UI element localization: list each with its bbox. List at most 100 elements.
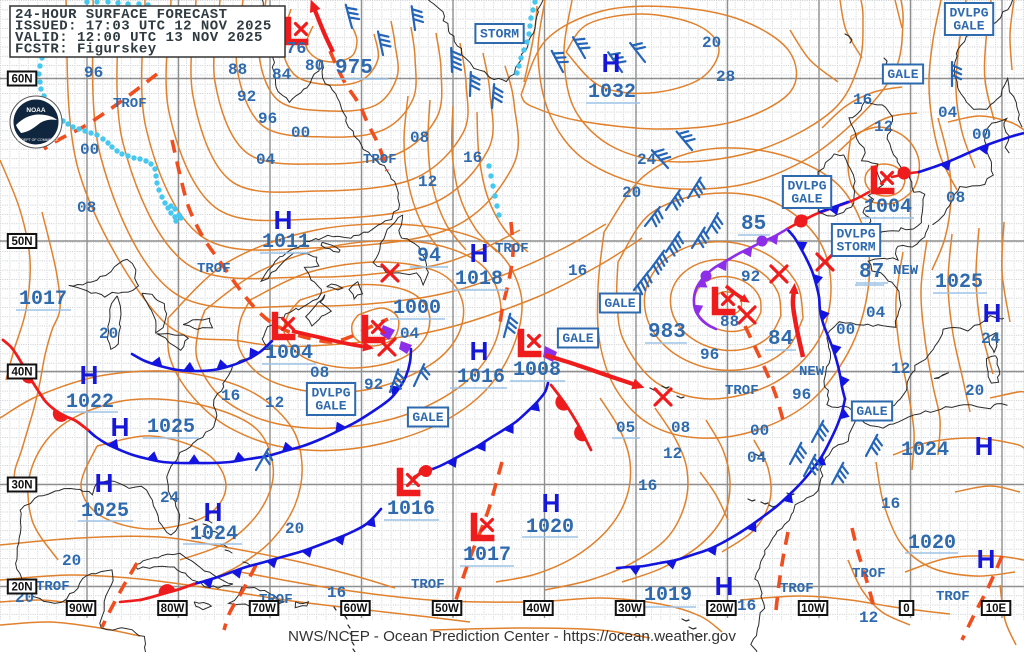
svg-text:1008: 1008 <box>513 359 561 382</box>
svg-text:H: H <box>470 238 489 268</box>
svg-text:30W: 30W <box>618 603 642 615</box>
svg-text:TROF: TROF <box>780 581 814 597</box>
svg-text:GALE: GALE <box>315 399 346 414</box>
svg-text:85: 85 <box>741 213 766 236</box>
svg-text:00: 00 <box>750 422 769 440</box>
svg-text:10E: 10E <box>986 603 1007 615</box>
svg-text:20: 20 <box>702 34 721 52</box>
svg-text:STORM: STORM <box>836 240 875 255</box>
svg-text:1024: 1024 <box>190 523 238 546</box>
svg-text:00: 00 <box>291 124 310 142</box>
svg-text:20: 20 <box>285 520 304 538</box>
svg-text:NWS/NCEP - Ocean Prediction Ce: NWS/NCEP - Ocean Prediction Center - htt… <box>288 628 736 645</box>
svg-text:DVLPG: DVLPG <box>787 179 826 194</box>
svg-text:H: H <box>111 412 130 442</box>
svg-text:96: 96 <box>792 386 811 404</box>
svg-text:05: 05 <box>616 419 635 437</box>
svg-text:92: 92 <box>237 88 256 106</box>
svg-text:12: 12 <box>891 360 910 378</box>
svg-text:TROF: TROF <box>363 152 397 168</box>
svg-text:GALE: GALE <box>604 296 635 311</box>
svg-text:60W: 60W <box>344 603 368 615</box>
svg-text:04: 04 <box>256 151 276 169</box>
svg-text:96: 96 <box>700 346 719 364</box>
svg-text:1017: 1017 <box>19 288 67 311</box>
svg-text:1016: 1016 <box>457 366 505 389</box>
svg-text:96: 96 <box>84 64 103 82</box>
svg-text:H: H <box>975 431 994 461</box>
svg-text:50W: 50W <box>435 603 459 615</box>
svg-text:92: 92 <box>364 376 383 394</box>
svg-text:TROF: TROF <box>197 261 231 277</box>
svg-text:16: 16 <box>327 584 346 602</box>
svg-text:H: H <box>95 468 114 498</box>
svg-text:NEW: NEW <box>893 263 919 279</box>
svg-text:08: 08 <box>671 419 690 437</box>
svg-text:24: 24 <box>981 330 1001 348</box>
svg-text:1004: 1004 <box>864 196 912 219</box>
svg-text:1016: 1016 <box>387 498 435 521</box>
svg-text:DVLPG: DVLPG <box>311 386 350 401</box>
svg-text:16: 16 <box>853 91 872 109</box>
svg-text:20: 20 <box>622 184 641 202</box>
svg-text:TROF: TROF <box>936 589 970 605</box>
svg-text:80: 80 <box>305 57 324 75</box>
svg-text:00: 00 <box>836 321 855 339</box>
svg-text:1000: 1000 <box>393 297 441 320</box>
svg-text:H: H <box>715 571 734 601</box>
svg-text:20: 20 <box>965 382 984 400</box>
svg-text:GALE: GALE <box>953 19 984 34</box>
svg-text:1019: 1019 <box>644 584 692 607</box>
svg-text:TROF: TROF <box>36 579 70 595</box>
svg-text:GALE: GALE <box>562 331 593 346</box>
svg-text:16: 16 <box>881 495 900 513</box>
svg-text:24: 24 <box>160 489 180 507</box>
svg-text:H: H <box>542 488 561 518</box>
svg-text:04: 04 <box>400 325 420 343</box>
svg-text:16: 16 <box>568 262 587 280</box>
svg-text:975: 975 <box>335 57 373 80</box>
svg-text:50N: 50N <box>11 236 32 248</box>
svg-text:ISSUED: 17:03 UTC 12 NOV 2025: ISSUED: 17:03 UTC 12 NOV 2025 <box>15 19 272 35</box>
svg-text:16: 16 <box>737 597 756 615</box>
svg-text:16: 16 <box>463 149 482 167</box>
svg-text:1032: 1032 <box>588 81 636 104</box>
svg-text:H: H <box>602 48 621 78</box>
svg-text:GALE: GALE <box>856 404 887 419</box>
svg-text:GALE: GALE <box>412 410 443 425</box>
svg-text:20W: 20W <box>710 603 734 615</box>
svg-text:983: 983 <box>648 321 686 344</box>
svg-text:H: H <box>204 497 223 527</box>
svg-text:H: H <box>983 298 1002 328</box>
svg-text:H: H <box>80 360 99 390</box>
svg-text:VALID: 12:00 UTC 13 NOV 2025: VALID: 12:00 UTC 13 NOV 2025 <box>15 30 263 46</box>
svg-text:FCSTR: Figurskey: FCSTR: Figurskey <box>15 42 157 58</box>
svg-text:GALE: GALE <box>887 67 918 82</box>
svg-text:04: 04 <box>938 104 958 122</box>
svg-text:U.S. DEPT OF COMMERCE: U.S. DEPT OF COMMERCE <box>14 138 59 142</box>
svg-text:H: H <box>274 205 293 235</box>
svg-text:08: 08 <box>310 364 329 382</box>
svg-text:08: 08 <box>77 199 96 217</box>
svg-text:1025: 1025 <box>81 500 129 523</box>
svg-text:1011: 1011 <box>262 231 310 254</box>
svg-text:00: 00 <box>972 126 991 144</box>
svg-text:96: 96 <box>258 110 277 128</box>
svg-text:10W: 10W <box>801 603 825 615</box>
svg-text:40W: 40W <box>527 603 551 615</box>
svg-text:20: 20 <box>99 325 118 343</box>
svg-text:TROF: TROF <box>113 96 147 112</box>
svg-text:H: H <box>977 544 996 574</box>
svg-text:1020: 1020 <box>526 516 574 539</box>
svg-text:24-HOUR SURFACE FORECAST: 24-HOUR SURFACE FORECAST <box>15 7 227 23</box>
svg-text:04: 04 <box>747 449 767 467</box>
svg-text:70W: 70W <box>252 603 276 615</box>
svg-text:88: 88 <box>228 61 247 79</box>
svg-text:1024: 1024 <box>901 439 949 462</box>
svg-text:12: 12 <box>418 173 437 191</box>
svg-text:12: 12 <box>874 118 893 136</box>
svg-text:20N: 20N <box>11 582 32 594</box>
svg-text:12: 12 <box>663 445 682 463</box>
svg-text:TROF: TROF <box>495 241 529 257</box>
svg-text:1018: 1018 <box>455 268 503 291</box>
